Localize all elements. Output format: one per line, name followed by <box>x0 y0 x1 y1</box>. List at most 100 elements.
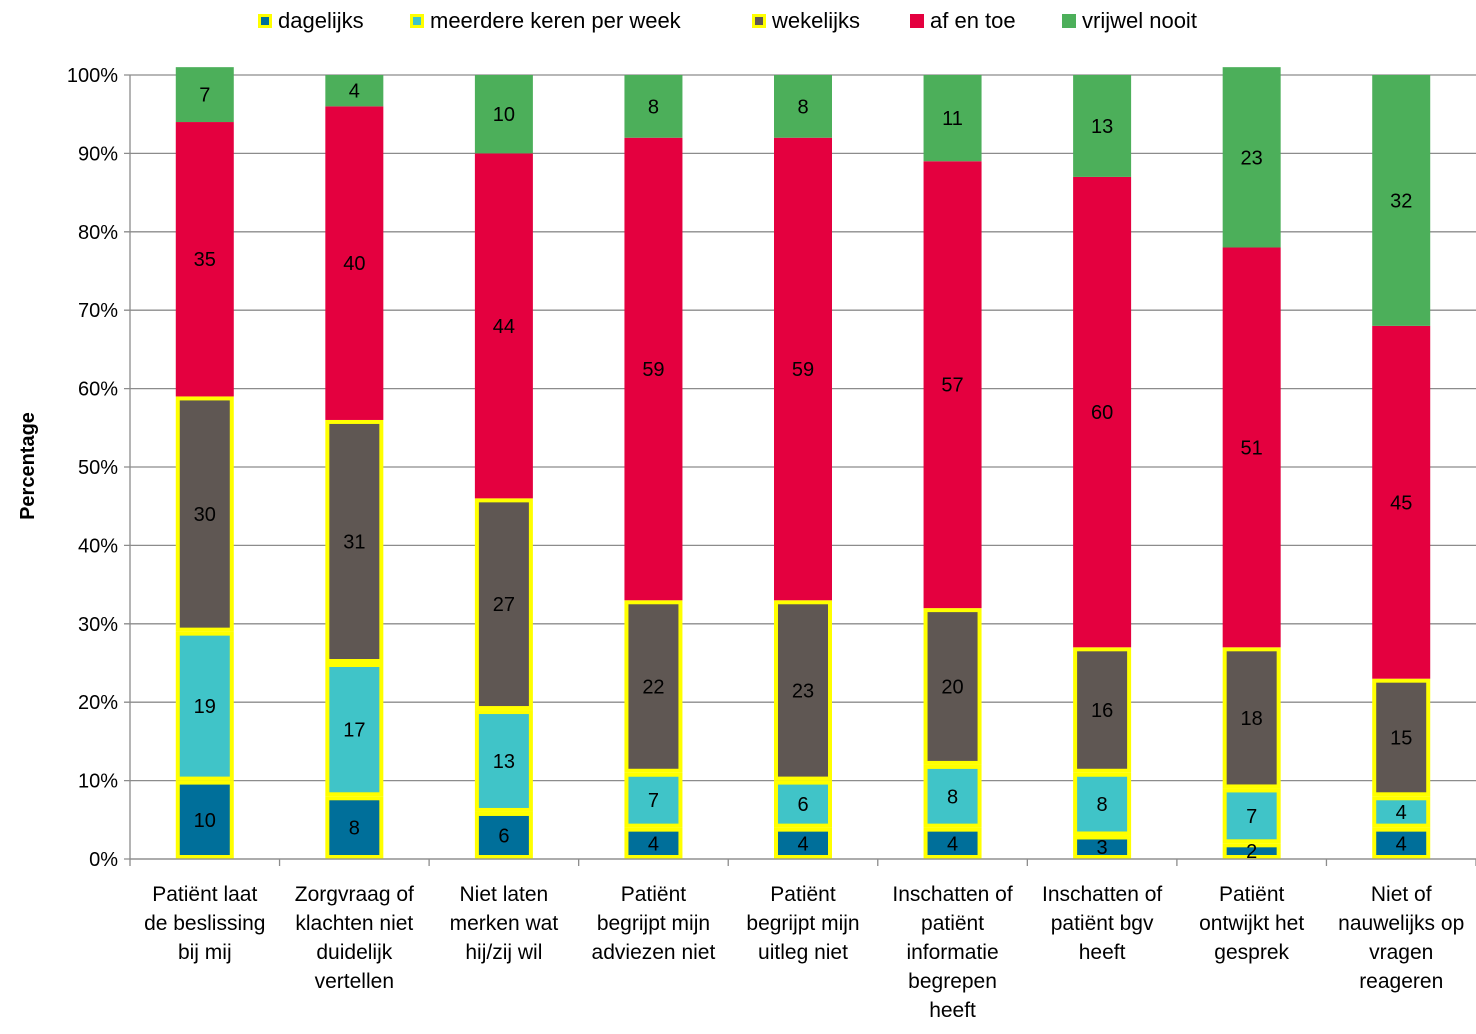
y-tick-label: 50% <box>78 457 118 479</box>
y-tick-label: 10% <box>78 771 118 793</box>
bar-segment <box>1372 796 1431 828</box>
y-tick-labels: 0% 10% 20% 30% 40% 50% 60% 70% 80% 90% 100% <box>67 65 118 871</box>
data-label: 4 <box>349 81 360 103</box>
bar-segment <box>474 498 533 711</box>
bar-segment <box>923 764 982 828</box>
x-category-label: Inschatten of patiënt bgv heeft <box>1042 883 1162 964</box>
data-label: 18 <box>1241 708 1263 730</box>
bar-segment <box>624 137 683 601</box>
bar-segment <box>624 75 683 138</box>
bar-segment <box>1073 75 1132 177</box>
bar-segment <box>774 827 832 860</box>
x-category-label: Patiënt ontwijkt het gesprek <box>1199 883 1304 964</box>
bar-segment <box>175 780 234 859</box>
data-label: 59 <box>792 359 814 381</box>
data-label: 15 <box>1390 727 1412 749</box>
data-label: 57 <box>941 375 963 397</box>
y-tick-label: 30% <box>78 614 118 636</box>
data-label: 23 <box>792 680 814 702</box>
y-tick-label: 60% <box>78 379 118 401</box>
x-category-label: Zorgvraag of klachten niet duidelijk vertel… <box>295 883 414 993</box>
data-label: 44 <box>493 316 515 338</box>
bar-segment <box>923 75 982 162</box>
bar-segment <box>923 608 982 765</box>
bar-segment <box>923 827 982 860</box>
bar-segment <box>1222 788 1281 844</box>
data-label: 20 <box>941 677 963 699</box>
y-tick-label: 90% <box>78 143 118 165</box>
bar-segment <box>474 75 533 154</box>
data-label: 16 <box>1091 700 1113 722</box>
data-label: 6 <box>498 825 509 847</box>
y-axis-title: Percentage <box>17 412 39 520</box>
bar-segment <box>1073 647 1132 773</box>
bar-segment <box>1372 325 1431 679</box>
x-category-label: Inschatten of patiënt informatie begrepen he… <box>892 883 1012 1022</box>
bar-segment <box>175 396 234 632</box>
data-label: 6 <box>797 794 808 816</box>
data-label: 10 <box>493 104 515 126</box>
data-label: 40 <box>343 253 365 275</box>
bar-segment <box>1222 843 1281 860</box>
bar-segment <box>624 772 683 828</box>
y-tick-label: 20% <box>78 692 118 714</box>
bar-segment <box>325 796 384 860</box>
bar-segment <box>624 827 683 860</box>
bar-segment <box>1222 67 1281 248</box>
legend-swatch <box>258 14 272 28</box>
data-label: 13 <box>1091 116 1113 138</box>
data-label: 8 <box>947 786 958 808</box>
bar-segment <box>774 780 832 828</box>
axes <box>129 75 1476 866</box>
data-label: 7 <box>199 85 210 107</box>
bar-segment <box>175 122 234 397</box>
legend-label: af en toe <box>930 8 1016 33</box>
data-label: 30 <box>194 504 216 526</box>
bar-segment <box>474 710 533 812</box>
bar-segment <box>624 600 683 773</box>
x-category-label: Niet laten merken wat hij/zij wil <box>450 883 559 964</box>
bar-segment <box>1073 772 1132 836</box>
legend-swatch <box>1062 14 1076 28</box>
legend-label: vrijwel nooit <box>1082 8 1197 33</box>
bars: 1019303578173140461327441047225984623598… <box>175 67 1431 863</box>
data-label: 35 <box>194 249 216 271</box>
bar-segment <box>175 67 234 123</box>
bar-segment <box>325 663 384 797</box>
data-label: 7 <box>648 790 659 812</box>
bar-segment <box>923 161 982 609</box>
bar-segment <box>1222 647 1281 789</box>
legend-label: dagelijks <box>278 8 364 33</box>
bar-segment <box>774 75 832 138</box>
data-label: 11 <box>942 108 963 130</box>
data-label: 4 <box>797 833 808 855</box>
data-label: 60 <box>1091 402 1113 424</box>
bar-segment <box>325 106 384 420</box>
legend-swatch <box>752 14 766 28</box>
data-label: 8 <box>349 818 360 840</box>
bar-segment <box>325 75 384 107</box>
data-label: 2 <box>1246 841 1257 863</box>
bar-segment <box>1222 247 1281 648</box>
y-tick-label: 100% <box>67 65 118 87</box>
x-category-label: Patiënt laat de beslissing bij mij <box>144 883 265 964</box>
data-label: 8 <box>1097 794 1108 816</box>
y-tick-label: 0% <box>89 849 118 871</box>
bar-segment <box>1073 176 1132 648</box>
bar-segment <box>1073 835 1132 859</box>
data-label: 51 <box>1241 437 1263 459</box>
bar-segment <box>1372 75 1431 326</box>
data-label: 22 <box>642 677 664 699</box>
bar-segment <box>474 153 533 499</box>
y-tick-label: 80% <box>78 222 118 244</box>
data-label: 59 <box>642 359 664 381</box>
data-label: 27 <box>493 594 515 616</box>
x-category-label: Niet of nauwelijks op vragen reageren <box>1338 883 1464 993</box>
data-label: 45 <box>1390 492 1412 514</box>
legend-label: wekelijks <box>772 8 861 33</box>
bar-segment <box>774 137 832 601</box>
data-label: 13 <box>493 751 515 773</box>
data-label: 10 <box>194 810 216 832</box>
data-label: 31 <box>343 531 365 553</box>
